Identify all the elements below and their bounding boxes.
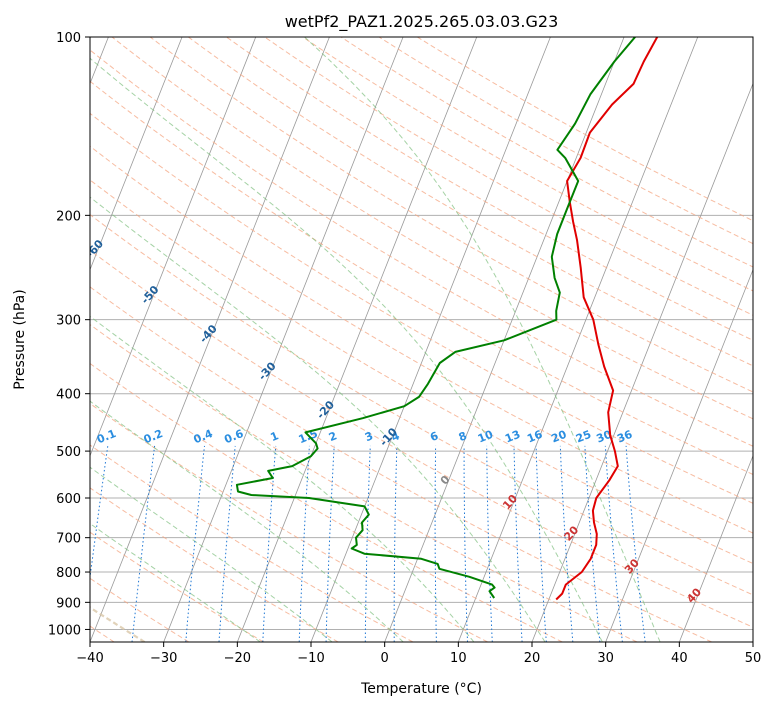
x-tick-label: 20 xyxy=(524,651,541,666)
x-tick-label: −40 xyxy=(76,651,103,666)
y-tick-label: 800 xyxy=(56,566,81,581)
y-tick-label: 100 xyxy=(56,31,81,46)
x-tick-label: 10 xyxy=(450,651,467,666)
x-tick-label: 30 xyxy=(597,651,614,666)
y-tick-label: 1000 xyxy=(48,623,81,638)
x-tick-label: −10 xyxy=(297,651,324,666)
x-tick-label: 40 xyxy=(671,651,688,666)
y-tick-label: 300 xyxy=(56,314,81,329)
y-tick-label: 400 xyxy=(56,388,81,403)
x-tick-label: 50 xyxy=(745,651,762,666)
x-tick-label: −30 xyxy=(150,651,177,666)
y-tick-label: 900 xyxy=(56,596,81,611)
y-tick-label: 200 xyxy=(56,209,81,224)
x-axis-label: Temperature (°C) xyxy=(360,681,482,697)
x-tick-label: −20 xyxy=(224,651,251,666)
y-tick-label: 700 xyxy=(56,532,81,547)
y-tick-label: 600 xyxy=(56,492,81,507)
y-tick-label: 500 xyxy=(56,445,81,460)
chart-title: wetPf2_PAZ1.2025.265.03.03.G23 xyxy=(285,12,559,32)
x-tick-label: 0 xyxy=(381,651,389,666)
y-axis-label: Pressure (hPa) xyxy=(12,289,28,389)
